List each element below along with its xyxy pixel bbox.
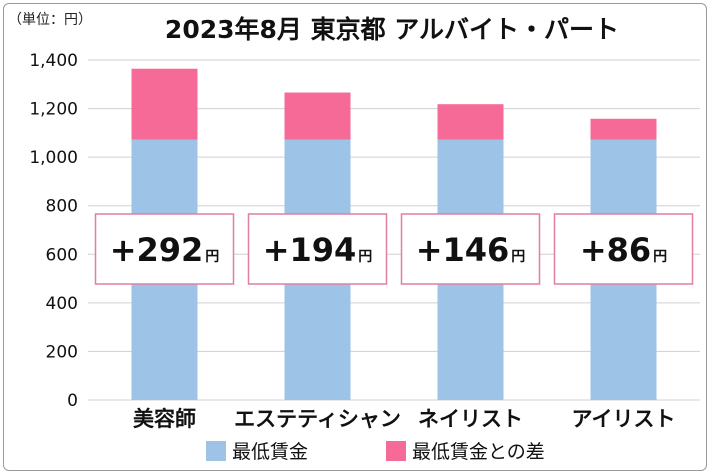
difference-unit: 円	[358, 249, 372, 265]
bar-difference	[437, 104, 504, 140]
bar-difference	[284, 92, 351, 140]
difference-value: +146 円	[416, 231, 526, 269]
legend-swatch-minimum-wage	[206, 441, 226, 461]
difference-number: 86	[607, 231, 652, 269]
difference-label: +146 円	[400, 213, 541, 285]
difference-number: 146	[443, 231, 510, 269]
y-tick-label: 0	[67, 391, 78, 411]
category-label: 美容師	[133, 407, 196, 431]
y-tick-label: 400	[46, 294, 78, 314]
category-label: ネイリスト	[418, 407, 523, 431]
difference-number: 292	[137, 231, 204, 269]
difference-label-box	[94, 213, 235, 285]
difference-labels: +292 円 +194 円 +146 円 +86 円	[94, 213, 694, 285]
difference-label-box	[553, 213, 694, 285]
difference-label: +292 円	[94, 213, 235, 285]
difference-label-box	[247, 213, 388, 285]
legend: 最低賃金 最低賃金との差	[206, 441, 545, 463]
difference-unit: 円	[205, 249, 219, 265]
difference-value: +194 円	[263, 231, 373, 269]
difference-number: 194	[290, 231, 357, 269]
category-label: アイリスト	[572, 407, 676, 431]
category-labels: 美容師 エステティシャン ネイリスト アイリスト	[133, 407, 675, 431]
y-tick-label: 1,200	[29, 100, 78, 120]
difference-sign: +	[110, 231, 137, 269]
difference-sign: +	[263, 231, 290, 269]
legend-label: 最低賃金	[232, 441, 308, 463]
difference-unit: 円	[653, 249, 667, 265]
y-tick-label: 1,000	[29, 148, 78, 168]
y-tick-label: 800	[46, 197, 78, 217]
difference-label: +194 円	[247, 213, 388, 285]
difference-value: +292 円	[110, 231, 220, 269]
y-tick-label: 1,400	[29, 51, 78, 71]
category-label: エステティシャン	[234, 407, 401, 431]
bar-difference	[131, 68, 198, 140]
y-tick-label: 600	[46, 245, 78, 265]
legend-swatch-difference	[386, 441, 406, 461]
difference-value: +86 円	[580, 231, 667, 269]
unit-label: （単位：円）	[8, 12, 92, 28]
difference-sign: +	[416, 231, 443, 269]
difference-label: +86 円	[553, 213, 694, 285]
difference-label-box	[400, 213, 541, 285]
legend-label: 最低賃金との差	[412, 441, 545, 463]
y-tick-label: 200	[46, 342, 78, 362]
bar-difference	[590, 118, 657, 140]
y-axis-ticks: 0 200 400 600 800 1,000 1,200 1,400	[29, 51, 78, 411]
difference-unit: 円	[511, 249, 525, 265]
difference-sign: +	[580, 231, 607, 269]
chart-title: 2023年8月 東京都 アルバイト・パート	[165, 15, 619, 44]
